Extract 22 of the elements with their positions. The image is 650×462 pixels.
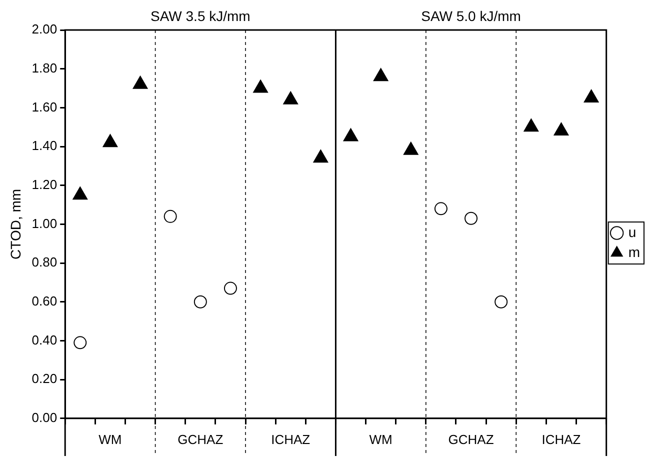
legend-label: m: [628, 244, 640, 260]
y-tick-label: 1.20: [32, 176, 58, 192]
x-tick-label: WM: [98, 432, 122, 447]
y-tick-label: 0.40: [32, 332, 58, 348]
y-tick-label: 1.60: [32, 99, 58, 114]
y-tick-label: 1.00: [32, 216, 58, 231]
text: SAW 3.5 kJ/mm: [150, 8, 250, 24]
x-tick-label: ICHAZ: [542, 432, 581, 447]
y-tick-label: 1.80: [32, 60, 58, 76]
y-tick-label: 0.80: [32, 254, 58, 270]
text: SAW 5.0 kJ/mm: [421, 8, 521, 24]
y-tick-label: 2.00: [32, 22, 58, 37]
x-tick-label: GCHAZ: [448, 432, 494, 447]
y-tick-label: 0.60: [32, 293, 58, 308]
y-axis-title: CTOD, mm: [7, 188, 24, 260]
legend-label: u: [628, 224, 636, 240]
y-tick-label: 1.40: [32, 138, 58, 154]
y-tick-label: 0.20: [32, 371, 58, 386]
x-tick-label: GCHAZ: [178, 432, 224, 447]
y-tick-label: 0.00: [32, 410, 58, 425]
x-tick-label: ICHAZ: [271, 432, 310, 447]
x-tick-label: WM: [369, 432, 392, 447]
